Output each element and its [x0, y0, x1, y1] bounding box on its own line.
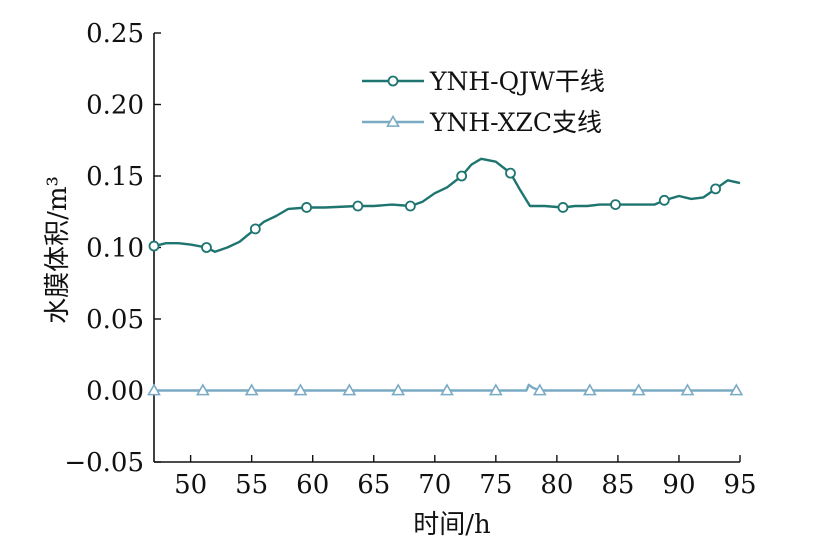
y-tick-label: 0.10 [86, 234, 144, 264]
data-point-marker [557, 202, 569, 213]
x-axis-label: 时间/h [413, 510, 491, 540]
legend-marker [386, 114, 400, 127]
data-point-marker [488, 383, 503, 396]
data-point-marker [680, 383, 695, 396]
series-line [154, 383, 740, 392]
data-point-marker [631, 383, 646, 396]
data-point-marker [658, 194, 670, 206]
x-tick-label: 85 [601, 470, 634, 500]
data-point-marker [195, 383, 210, 396]
x-tick-label: 60 [296, 470, 329, 500]
data-point-marker [342, 383, 357, 396]
series-1 [148, 157, 741, 253]
x-tick-label: 90 [662, 470, 695, 500]
x-tick-label: 55 [235, 470, 268, 500]
y-axis-label: 水膜体积/m³ [43, 176, 73, 324]
data-point-marker [532, 383, 547, 396]
data-point-marker [148, 240, 160, 252]
data-point-marker [201, 242, 212, 253]
axes: −0.05 0.00 0.05 0.10 0.15 0.20 0.25 50 55 60 65 70 7… [64, 19, 756, 500]
data-point-marker [352, 200, 364, 212]
data-point-marker [440, 383, 454, 396]
legend-marker [387, 75, 399, 87]
data-point-marker [610, 199, 621, 211]
data-point-marker [582, 383, 597, 396]
x-tick-label: 80 [540, 470, 573, 500]
x-tick-label: 70 [418, 470, 451, 500]
y-tick-label: 0.05 [86, 305, 144, 335]
x-tick-label: 65 [357, 470, 390, 500]
legend: YNH-QJW干线 YNH-XZC支线 [362, 67, 605, 137]
legend-label: YNH-QJW干线 [429, 67, 605, 96]
data-point-marker [391, 383, 406, 396]
data-point-marker [249, 223, 261, 235]
data-point-marker [456, 170, 468, 182]
x-tick-label: 50 [174, 470, 207, 500]
data-point-marker [505, 167, 516, 179]
series-line [153, 157, 741, 253]
data-point-marker [710, 183, 721, 195]
data-point-marker [404, 200, 416, 212]
data-point-marker [729, 383, 744, 396]
x-tick-label: 95 [723, 470, 756, 500]
legend-entry-2: YNH-XZC支线 [362, 108, 602, 137]
y-tick-label: 0.20 [86, 91, 144, 121]
series-2 [147, 383, 744, 396]
data-point-marker [293, 383, 308, 396]
legend-entry-1: YNH-QJW干线 [362, 67, 605, 96]
legend-label: YNH-XZC支线 [429, 108, 602, 137]
y-tick-label: −0.05 [64, 448, 144, 478]
data-point-marker [244, 383, 259, 396]
x-tick-label: 75 [479, 470, 512, 500]
data-point-marker [301, 202, 313, 213]
data-point-marker [147, 383, 161, 396]
series-layer [147, 157, 744, 396]
y-tick-label: 0.15 [86, 162, 144, 192]
y-tick-label: 0.25 [86, 19, 144, 49]
y-tick-label: 0.00 [86, 377, 144, 407]
